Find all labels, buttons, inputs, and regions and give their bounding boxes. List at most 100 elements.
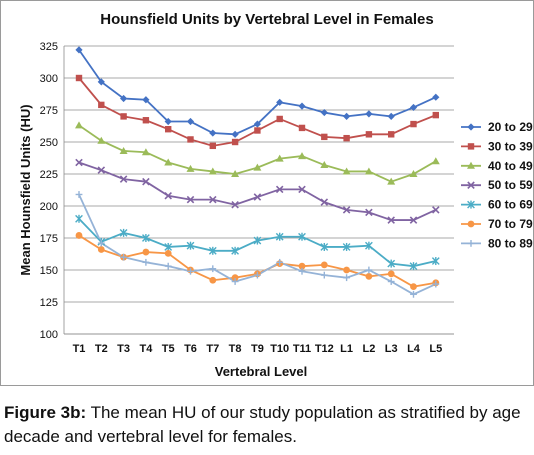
data-point [119,146,128,154]
caption-label: Figure 3b: [4,403,87,422]
data-point [410,283,417,291]
data-point [409,103,418,112]
data-point [119,175,128,183]
data-point [231,246,239,255]
data-point [142,248,150,256]
data-point [387,270,395,278]
data-point [97,246,105,253]
data-point [298,102,306,110]
data-point [276,98,284,106]
data-point [387,259,396,268]
data-point [186,164,195,172]
legend-item: 30 to 39 [461,139,533,153]
x-tick-label: L2 [362,343,375,355]
y-tick-label: 300 [40,73,58,85]
data-point [320,198,329,206]
legend-label: 80 to 89 [488,236,533,250]
data-point [432,111,439,119]
data-point [387,278,395,285]
x-tick-label: T10 [270,343,289,355]
data-point [97,78,105,86]
data-point [365,208,373,217]
data-point [231,170,240,177]
series-lines [78,49,437,296]
data-point [320,261,328,269]
data-point [142,234,150,242]
data-point [253,236,262,245]
x-tick-label: T1 [73,343,86,355]
data-point [75,191,83,198]
data-point [186,195,195,204]
x-tick-label: T2 [95,343,108,355]
data-point [98,101,105,109]
data-point [209,276,217,284]
x-tick-label: L5 [429,343,442,355]
series-line [78,161,437,221]
legend-label: 20 to 29 [488,120,533,134]
legend-swatch-marker [467,143,475,150]
data-point [343,274,350,282]
data-point [409,262,418,271]
data-point [320,271,328,279]
data-point [432,206,440,214]
data-point [342,167,351,175]
data-point [320,242,329,251]
data-point [164,262,172,270]
legend-label: 30 to 39 [488,139,533,153]
y-tick-label: 325 [40,41,58,53]
data-point [343,112,351,120]
legend-swatch-marker [467,240,475,247]
legend-label: 40 to 49 [488,159,533,173]
x-tick-label: T4 [139,343,153,355]
y-tick-label: 250 [40,137,58,149]
data-point [75,46,83,54]
legend-label: 50 to 59 [488,178,533,192]
x-tick-label: T12 [315,343,334,355]
x-tick-label: T8 [229,343,242,355]
data-point [364,167,373,175]
data-point [365,110,373,118]
hu-line-chart: Hounsfield Units by Vertebral Level in F… [18,11,533,379]
x-tick-label: T6 [184,343,197,355]
data-point [365,131,373,138]
data-point [165,126,172,133]
x-tick-label: T3 [117,343,130,355]
legend-label: 70 to 79 [488,217,533,231]
data-point [97,136,106,144]
chart-title: Hounsfield Units by Vertebral Level in F… [100,11,433,28]
data-point [75,121,83,129]
data-point [120,113,127,120]
data-point [342,206,351,214]
legend-item: 70 to 79 [461,217,533,231]
legend-label: 60 to 69 [488,198,533,212]
data-point [253,193,262,201]
legend-swatch-marker [467,200,475,209]
x-tick-label: T9 [251,343,264,355]
data-point [231,274,239,282]
data-point [410,120,417,128]
legend-swatch-marker [467,161,475,169]
data-point [164,191,172,200]
data-point [431,257,440,266]
data-point [97,166,106,174]
data-point [276,115,283,123]
x-tick-label: L1 [340,343,353,355]
data-point [120,253,127,261]
x-tick-label: T11 [293,343,311,355]
data-point [142,96,150,104]
data-point [320,161,329,169]
figure-caption: Figure 3b: The mean HU of our study popu… [4,401,530,449]
series-markers [75,46,440,298]
y-tick-labels: 100 125 150 175 200 225 250 275 300 325 [40,41,58,341]
data-point [343,266,350,274]
data-point [231,200,239,209]
data-point [409,216,418,224]
x-axis-title: Vertebral Level [215,364,308,379]
data-point [409,170,418,177]
data-point [387,177,396,185]
data-point [119,228,128,237]
x-tick-label: L4 [407,343,421,355]
x-tick-labels: T1 T2 T3 T4 T5 T6 T7 T8 T9 T10 T11 T12 L1 L2 L3 L4 L5 [73,343,443,355]
data-point [275,154,284,162]
y-tick-label: 225 [40,169,58,181]
